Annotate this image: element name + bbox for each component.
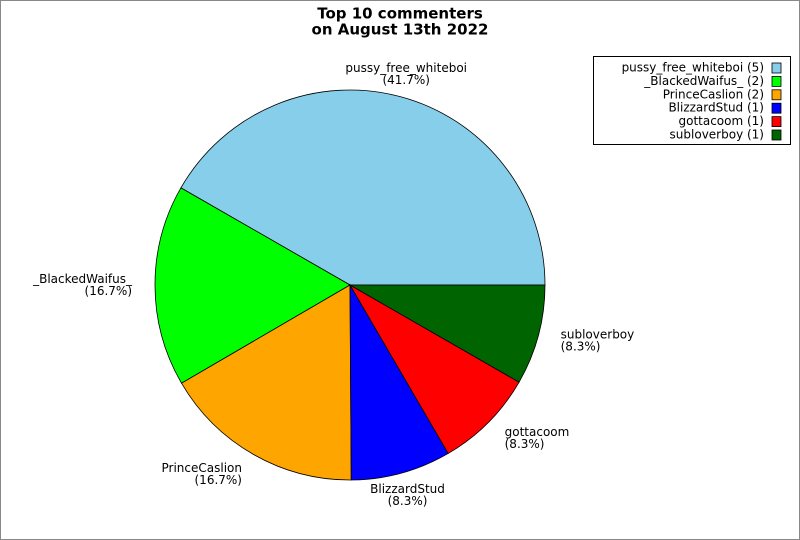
pie-slice [180,89,546,286]
slice-label: PrinceCaslion [162,461,242,475]
slice-value-label: (8.3%) [561,340,601,354]
slice-label: BlizzardStud [370,482,445,496]
slice-value-label: (8.3%) [505,437,545,451]
legend-swatch [771,129,782,141]
slice-label: subloverboy [561,328,635,342]
legend-label: subloverboy (1) [670,128,764,142]
pie-slice [180,284,352,481]
chart-title: Top 10 commenters [317,5,483,23]
legend-swatch [771,89,782,101]
slice-value-label: (16.7%) [195,473,242,487]
legend-label: BlizzardStud (1) [668,101,764,115]
pie-slice [348,283,520,455]
slice-value-label: (16.7%) [85,284,132,298]
legend-label: _BlackedWaifus_ (2) [643,74,764,88]
slice-label: pussy_free_whiteboi [345,61,467,75]
legend-swatch [771,116,782,127]
slice-label: gottacoom [505,425,570,439]
legend-box [593,56,791,145]
legend-label: PrinceCaslion (2) [663,87,764,101]
pie-slice [348,284,546,383]
legend-swatch [771,62,782,74]
pie-slice [154,187,351,384]
slice-value-label: (8.3%) [388,494,428,508]
legend-label: pussy_free_whiteboi (5) [622,61,764,75]
slice-value-label: (41.7%) [382,73,429,87]
legend-swatch [771,76,782,87]
slice-label: _BlackedWaifus_ [32,272,133,286]
legend-label: gottacoom (1) [678,114,764,128]
legend-swatch [771,102,782,114]
legend: pussy_free_whiteboi (5)_BlackedWaifus_ (… [593,56,791,145]
chart-title: on August 13th 2022 [312,21,489,39]
pie-slice [349,283,449,481]
